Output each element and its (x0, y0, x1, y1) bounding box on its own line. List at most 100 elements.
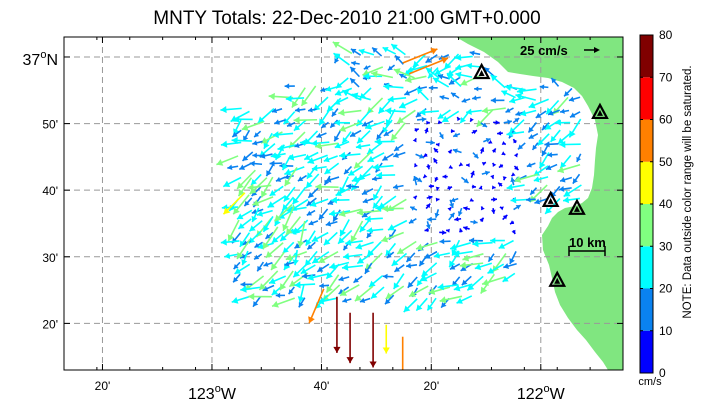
vector-head (241, 124, 249, 131)
current-vector (425, 139, 435, 146)
vector-head (304, 154, 311, 160)
current-vector (510, 196, 528, 204)
current-vector (356, 130, 371, 144)
vector-head (294, 281, 301, 289)
vector-head (449, 260, 456, 268)
vector-head (544, 123, 552, 130)
current-vector (408, 218, 417, 224)
current-vector (315, 142, 339, 150)
vector-head (474, 263, 482, 271)
current-vector (220, 105, 242, 114)
current-vector (481, 161, 487, 166)
current-vector (439, 131, 444, 140)
current-vector (249, 160, 263, 167)
vector-head (353, 277, 359, 283)
land-layer (456, 37, 623, 370)
colorbar-tick-label: 30 (659, 239, 673, 253)
current-vector (405, 252, 416, 263)
current-vector (514, 173, 538, 183)
current-vector (469, 50, 481, 56)
vector-head (237, 251, 244, 259)
vector-head (534, 198, 541, 205)
vector-head (359, 225, 366, 233)
colorbar-note: NOTE: Data outside color range will be s… (682, 65, 694, 318)
current-vector (392, 184, 404, 190)
vector-head (385, 107, 392, 115)
current-vector (253, 130, 262, 138)
vector-head (388, 224, 395, 231)
current-vector (270, 251, 285, 271)
current-vector (385, 108, 396, 127)
vector-head (269, 189, 276, 196)
vector-head (319, 283, 324, 289)
vector-head (501, 90, 508, 97)
vector-head (274, 119, 280, 125)
current-vector (252, 196, 274, 207)
current-vector (466, 108, 482, 115)
vector-head (325, 85, 332, 92)
grid-lines (64, 37, 623, 370)
vector-head (488, 256, 494, 262)
current-vector (559, 140, 581, 149)
current-vector (338, 109, 362, 117)
current-vector (492, 185, 496, 190)
vector-head (385, 118, 393, 126)
current-vector (369, 312, 377, 368)
vector-head (363, 72, 370, 80)
vector-head (469, 197, 474, 202)
vector-head (378, 106, 386, 114)
vector-head (252, 140, 258, 146)
current-vector (439, 295, 463, 304)
current-vector (367, 152, 385, 163)
current-vector (458, 228, 464, 233)
current-vector (568, 118, 582, 138)
vector-head (557, 137, 565, 144)
vector-head (449, 264, 456, 270)
vector-head (439, 296, 447, 304)
vector-head (265, 251, 273, 258)
vector-head (257, 243, 264, 250)
vector-head (412, 195, 417, 200)
vector-head (437, 73, 444, 80)
current-vector (269, 185, 284, 197)
current-vector (288, 286, 295, 295)
current-vector (305, 230, 316, 247)
current-vector (319, 283, 330, 289)
current-vector (300, 85, 317, 107)
vector-head (271, 288, 279, 295)
vector-head (459, 261, 467, 269)
current-vector (260, 176, 274, 198)
current-vector (356, 208, 382, 216)
current-vector (271, 230, 286, 244)
current-vector (227, 164, 239, 171)
current-vector (466, 163, 470, 168)
current-vector (559, 154, 572, 169)
vector-head (323, 238, 331, 246)
current-vector (351, 60, 360, 66)
current-vector (572, 173, 581, 185)
vector-head (425, 203, 431, 209)
current-vector (263, 132, 273, 150)
current-vector (439, 94, 450, 101)
vector-head (350, 48, 357, 54)
current-vector (390, 122, 406, 142)
current-vector (279, 270, 294, 291)
vector-head (240, 285, 247, 293)
current-vector (455, 54, 473, 61)
vector-head (335, 190, 342, 196)
vector-head (300, 267, 308, 274)
vector-head (481, 162, 486, 166)
vector-head (371, 70, 378, 78)
longitude-labels: 20' 123oW 40' 20' 122oW (95, 379, 566, 403)
vector-head (350, 235, 358, 243)
vector-head (284, 179, 291, 187)
vector-head (376, 134, 382, 140)
current-vector (274, 204, 293, 222)
vector-head (533, 176, 540, 183)
current-vector (481, 106, 506, 115)
vector-head (460, 265, 467, 271)
colorbar-segment (640, 161, 653, 204)
vector-head (269, 160, 275, 167)
current-vector (483, 138, 491, 143)
vector-head (506, 130, 513, 138)
